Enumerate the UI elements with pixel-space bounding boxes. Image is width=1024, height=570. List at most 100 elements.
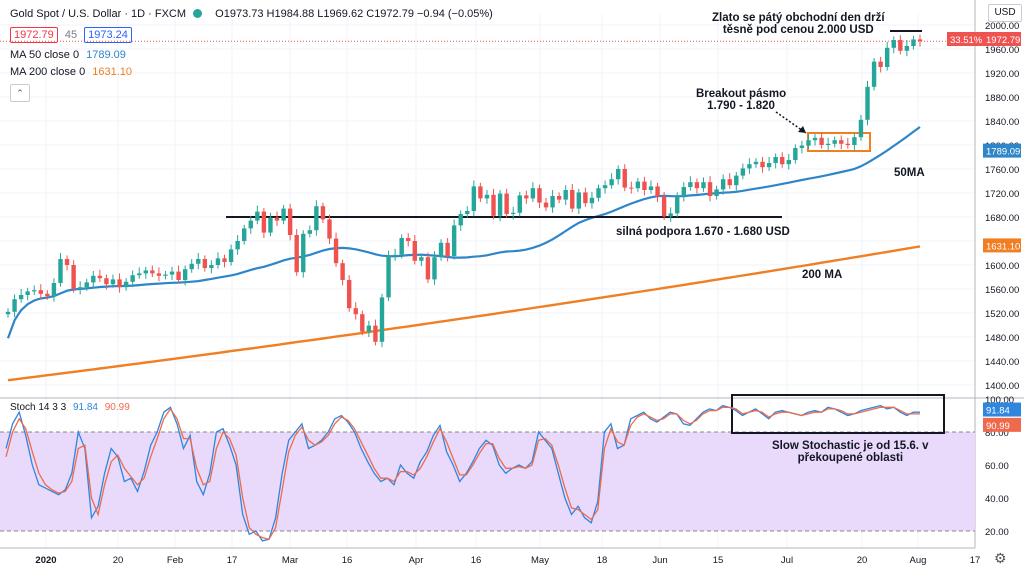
candle-body xyxy=(333,238,339,264)
stoch-band xyxy=(0,432,975,531)
candle-body xyxy=(491,194,496,216)
candle-body xyxy=(38,290,44,294)
candle-body xyxy=(688,182,693,187)
candle-body xyxy=(773,157,778,163)
stoch-k-tag-bg xyxy=(983,402,1021,417)
candle-body xyxy=(793,148,798,160)
annotation-ma50: 50MA xyxy=(894,167,925,179)
candle-body xyxy=(137,273,142,276)
annotation-ma200: 200 MA xyxy=(802,269,843,281)
candle-body xyxy=(609,179,614,186)
candle-body xyxy=(563,190,568,200)
price-tick-label: 1560.00 xyxy=(985,285,1019,296)
price-tick-label: 2000.00 xyxy=(985,21,1019,32)
candle-body xyxy=(524,195,529,199)
candle-body xyxy=(104,278,109,285)
candle-body xyxy=(169,271,175,275)
currency-label[interactable]: USD xyxy=(988,4,1022,22)
candle-body xyxy=(5,311,11,315)
candle-body xyxy=(64,259,70,265)
candle-body xyxy=(839,140,844,144)
candle-body xyxy=(281,208,286,221)
ma50-legend[interactable]: MA 50 close 0 1789.09 xyxy=(10,49,130,61)
price-tick-label: 1440.00 xyxy=(985,357,1019,368)
candle-body xyxy=(570,190,575,209)
price-tick-label: 1920.00 xyxy=(985,69,1019,80)
candle-body xyxy=(747,164,752,169)
ma200-legend[interactable]: MA 200 close 0 1631.10 xyxy=(10,66,136,78)
candle-body xyxy=(504,193,509,214)
ma200-label: MA 200 close 0 xyxy=(10,66,86,78)
candle-body xyxy=(451,225,457,256)
candle-body xyxy=(274,217,280,221)
candle-body xyxy=(235,241,240,250)
sell-button[interactable]: 1972.79 xyxy=(10,27,58,43)
candle-body xyxy=(825,143,831,145)
annotation-top: Zlato se pátý obchodní den drží těsně po… xyxy=(712,12,885,36)
candle-body xyxy=(681,187,686,196)
candle-body xyxy=(425,257,431,280)
annotation-support: silná podpora 1.670 - 1.680 USD xyxy=(616,226,790,238)
settings-gear-icon[interactable]: ⚙ xyxy=(994,550,1007,566)
candle-body xyxy=(176,271,181,280)
candle-body xyxy=(753,161,759,165)
candle-body xyxy=(891,40,896,48)
candle-body xyxy=(412,241,417,261)
price-tick-label: 1400.00 xyxy=(985,381,1019,392)
candle-body xyxy=(740,168,746,176)
candle-body xyxy=(727,179,732,186)
candle-body xyxy=(799,145,805,148)
time-tick-label: 2020 xyxy=(35,555,56,566)
candle-body xyxy=(766,163,772,168)
candle-body xyxy=(320,206,326,220)
candle-body xyxy=(865,86,870,120)
last-price-tag: 1972.79 xyxy=(986,35,1020,46)
candle-body xyxy=(196,259,201,264)
candle-body xyxy=(596,188,601,198)
time-tick-label: 16 xyxy=(342,555,353,566)
price-axis: 1400.00 1440.00 1480.00 1520.00 1560.00 1600.… xyxy=(985,21,1019,538)
candle-body xyxy=(360,314,365,332)
price-tick-label: 1480.00 xyxy=(985,333,1019,344)
stoch-tick-label: 40.00 xyxy=(985,494,1009,505)
annotation-top-line1: Zlato se pátý obchodní den drží xyxy=(712,12,885,24)
candle-body xyxy=(32,290,37,292)
ohlc-readout: O1973.73 H1984.88 L1969.62 C1972.79 −0.9… xyxy=(215,8,493,20)
ma200-line xyxy=(7,245,921,382)
time-tick-label: 17 xyxy=(970,555,981,566)
candle-body xyxy=(294,235,299,273)
stoch-label: Stoch 14 3 3 xyxy=(10,402,67,413)
time-tick-label: Apr xyxy=(409,555,424,566)
time-axis: 2020 20 Feb 17 Mar 16 Apr 16 May 18 Jun 15 Jul 20 Aug 1… xyxy=(35,555,980,566)
stoch-k-tag: 91.84 xyxy=(986,406,1010,417)
candle-body xyxy=(406,238,411,241)
candle-body xyxy=(123,281,129,288)
collapse-legend-button[interactable]: ⌃ xyxy=(10,84,30,102)
candle-body xyxy=(812,137,818,141)
candle-body xyxy=(911,39,916,46)
candle-body xyxy=(366,325,372,332)
candle-body xyxy=(156,273,162,276)
candle-body xyxy=(340,263,345,280)
candle-body xyxy=(25,291,30,295)
candle-body xyxy=(622,169,627,188)
candle-body xyxy=(301,233,306,273)
candle-body xyxy=(143,270,148,274)
stoch-legend[interactable]: Stoch 14 3 3 91.84 90.99 xyxy=(10,402,134,413)
candle-body xyxy=(392,254,398,256)
buy-button[interactable]: 1973.24 xyxy=(84,27,132,43)
candle-body xyxy=(327,219,332,239)
candle-body xyxy=(432,257,437,280)
candle-body xyxy=(484,194,490,199)
candle-body xyxy=(675,196,680,214)
candle-body xyxy=(202,259,208,268)
candle-body xyxy=(163,274,168,276)
symbol-title: Gold Spot / U.S. Dollar · 1D · FXCM xyxy=(10,8,187,20)
candle-body xyxy=(615,169,621,180)
candle-body xyxy=(45,293,50,297)
stoch-k-value: 91.84 xyxy=(72,402,98,413)
candle-body xyxy=(707,182,713,196)
candle-body xyxy=(701,182,706,189)
ma200-value: 1631.10 xyxy=(92,66,133,78)
